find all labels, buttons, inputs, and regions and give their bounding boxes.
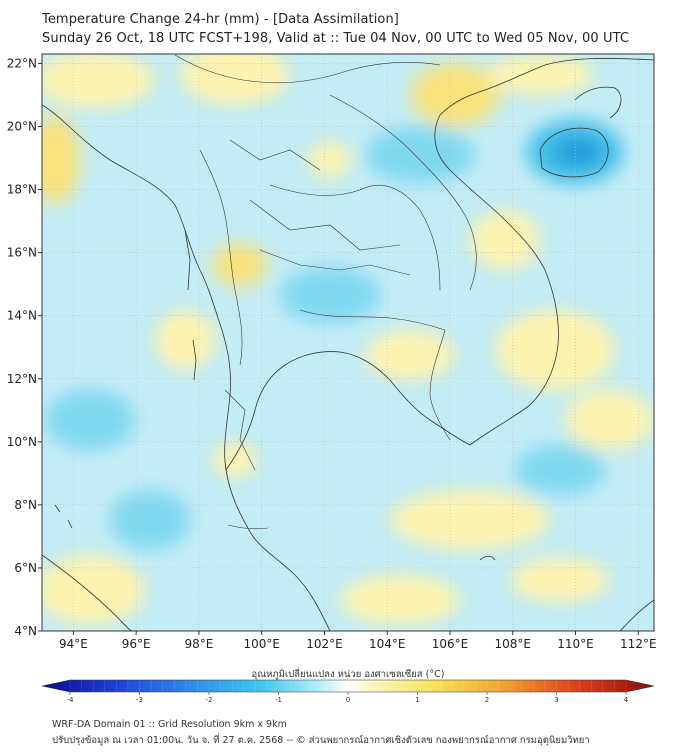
coast-mainland (42, 104, 331, 631)
cool-patch-southwest (110, 490, 190, 550)
coastlines (42, 58, 654, 631)
province-lines-1 (249, 199, 401, 251)
warm-patch-thai-west (212, 243, 268, 287)
warm-patch-nw (42, 54, 155, 108)
boundary-cambodia-vietnam (429, 329, 451, 441)
coast-gulf-thailand (225, 351, 471, 471)
lat-tick-label: 22°N (7, 56, 37, 70)
warm-patch-w (42, 115, 80, 205)
colorbar-tick-label: -4 (67, 696, 75, 704)
lat-tick-label: 16°N (7, 246, 37, 260)
longitude-axis: 94°E 96°E 98°E 100°E 102°E 104°E 106°E 108°E 110… (59, 631, 657, 651)
province-lines-4 (224, 389, 256, 471)
warm-patch-vietnam (470, 210, 540, 270)
colorbar-tick-label: 4 (624, 696, 629, 704)
map-title: Temperature Change 24-hr (mm) - [Data As… (42, 12, 399, 27)
colorbar-tick-label: 3 (554, 696, 558, 704)
lat-tick-label: 6°N (14, 561, 37, 575)
warm-patch-laos-n (308, 142, 352, 178)
warm-patch-andaman (155, 310, 215, 370)
colorbar-tick-label: -2 (206, 696, 213, 704)
lat-tick-label: 20°N (7, 120, 37, 134)
colorbar-ticks: -4 -3 -2 -1 0 1 2 3 4 (67, 680, 629, 704)
lon-tick-label: 102°E (306, 637, 343, 651)
colorbar-tick-label: 1 (415, 696, 419, 704)
lat-tick-label: 18°N (7, 183, 37, 197)
colorbar-tick-label: 2 (485, 696, 489, 704)
coast-leizhou (574, 86, 622, 119)
boundary-china (174, 54, 441, 84)
footer-credit: ปรับปรุงข้อมูล ณ เวลา 01:00น. วัน จ. ที่… (52, 735, 590, 746)
coast-andaman-isl-1 (184, 229, 191, 291)
warm-patch-east (565, 390, 654, 450)
warm-patch-peninsula (213, 442, 257, 478)
warm-patch-gulf-tonkin (410, 63, 500, 127)
warm-patch-cambodia (365, 330, 455, 380)
temperature-field (42, 54, 654, 631)
colorbar-tick-label: -1 (275, 696, 282, 704)
cool-core-hainan (556, 138, 600, 166)
coast-nicobar (54, 504, 73, 529)
warm-patch-ne (485, 55, 595, 95)
boundary-thailand-cambodia (299, 309, 446, 331)
coast-andaman-isl-2 (192, 339, 197, 381)
lon-tick-label: 106°E (432, 637, 469, 651)
lat-tick-label: 10°N (7, 435, 37, 449)
warm-patch-south-sea (390, 490, 550, 550)
lon-tick-label: 108°E (495, 637, 532, 651)
warm-patch-south (340, 575, 460, 625)
plot-frame (41, 53, 655, 632)
lon-tick-label: 100°E (243, 637, 280, 651)
colorbar-label: อุณหภูมิเปลี่ยนแปลง หน่วย องศาเซลเซียส (… (252, 667, 445, 680)
coast-hainan (539, 127, 609, 178)
latitude-axis: 22°N 20°N 18°N 16°N 14°N 12°N 10°N 8°N 6°N 4°N (7, 56, 42, 638)
map-subtitle: Sunday 26 Oct, 18 UTC FCST+198, Valid at… (42, 31, 630, 46)
warm-patch-se (510, 558, 610, 602)
lon-tick-label: 96°E (122, 637, 151, 651)
cool-patch-thai-central (280, 267, 380, 323)
boundary-thai-malaysia (227, 524, 269, 530)
boundary-myanmar-thailand (199, 149, 243, 366)
colorbar: -4 -3 -2 -1 0 1 2 3 4 (41, 679, 655, 704)
warm-patch-n (180, 54, 290, 105)
lat-tick-label: 14°N (7, 309, 37, 323)
cool-patch-east (515, 445, 605, 495)
province-lines-2 (259, 249, 411, 276)
lon-tick-label: 94°E (59, 637, 88, 651)
colorbar-tick-label: 0 (346, 696, 350, 704)
boundary-laos-vietnam (329, 94, 477, 291)
footer-model-info: WRF-DA Domain 01 :: Grid Resolution 9km … (52, 719, 287, 730)
warm-patch-sw (42, 555, 145, 625)
cool-patch-laos (365, 127, 475, 183)
lon-tick-label: 98°E (184, 637, 213, 651)
coast-natuna (479, 555, 496, 561)
lon-tick-label: 104°E (369, 637, 406, 651)
coast-borneo (619, 599, 654, 631)
lat-tick-label: 8°N (14, 498, 37, 512)
lon-tick-label: 112°E (620, 637, 657, 651)
warm-patch-vietnam-coast (495, 310, 615, 390)
cool-patch-west (45, 390, 135, 450)
lat-tick-label: 4°N (14, 624, 37, 638)
coast-sumatra (42, 554, 133, 631)
lon-tick-label: 110°E (557, 637, 594, 651)
boundary-thailand-laos (269, 184, 441, 291)
coast-vietnam (434, 58, 654, 446)
colorbar-tick-label: -3 (136, 696, 143, 704)
province-lines-3 (229, 139, 321, 171)
country-boundaries (174, 54, 477, 530)
lat-tick-label: 12°N (7, 372, 37, 386)
